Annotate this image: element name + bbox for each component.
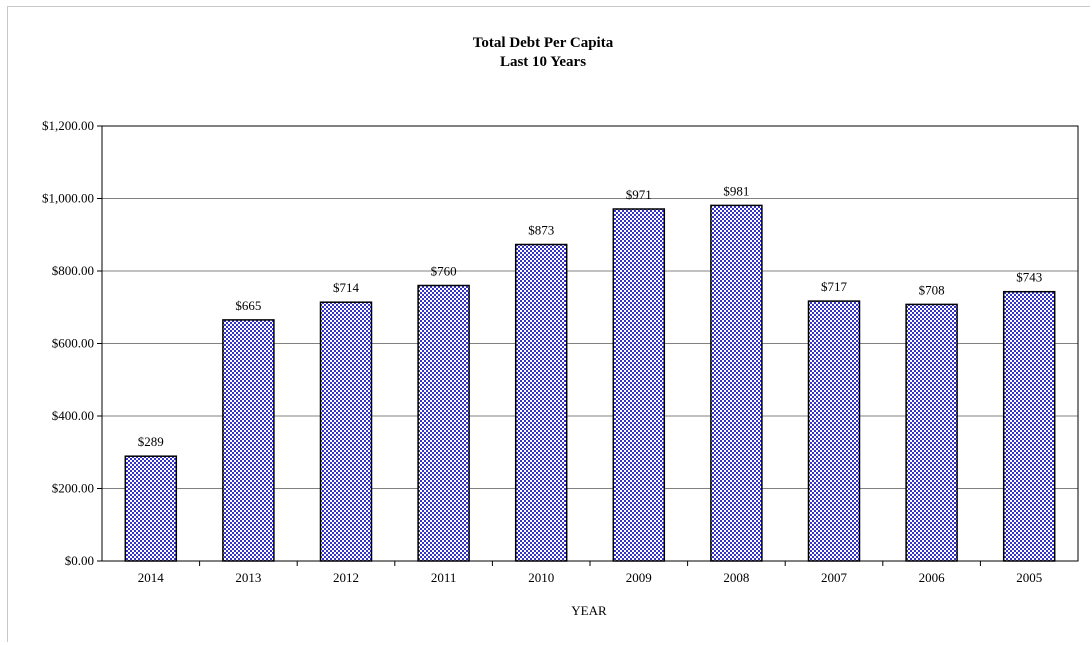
data-label-2008: $981 <box>723 183 749 198</box>
bar-2005 <box>1002 290 1056 562</box>
chart-title: Total Debt Per Capita <box>473 35 614 51</box>
data-labels: $289 $665 $714 $760 $873 $971 $981 $717 $708 $743 <box>138 183 1042 449</box>
y-tick-label: $600.00 <box>52 336 94 351</box>
data-label-2005: $743 <box>1016 270 1042 285</box>
x-tick-label-2014: 2014 <box>138 570 165 585</box>
data-label-2010: $873 <box>528 223 554 238</box>
x-tick-label-2012: 2012 <box>333 570 359 585</box>
bar-2013 <box>222 319 275 562</box>
data-label-2012: $714 <box>333 280 360 295</box>
y-axis-ticks: $0.00 $200.00 $400.00 $600.00 $800.00 $1,000.… <box>42 118 102 568</box>
x-tick-label-2009: 2009 <box>626 570 652 585</box>
x-tick-label-2006: 2006 <box>919 570 946 585</box>
x-tick-label-2011: 2011 <box>431 570 457 585</box>
x-tick-label-2005: 2005 <box>1016 570 1042 585</box>
y-tick-label: $0.00 <box>65 553 94 568</box>
x-tick-label-2007: 2007 <box>821 570 848 585</box>
y-tick-label: $800.00 <box>52 263 94 278</box>
data-label-2009: $971 <box>626 187 652 202</box>
bar-2014 <box>124 455 178 562</box>
bar-2009 <box>612 208 666 562</box>
y-tick-label: $1,000.00 <box>42 191 94 206</box>
data-label-2007: $717 <box>821 279 848 294</box>
x-tick-label-2008: 2008 <box>723 570 749 585</box>
x-tick-label-2013: 2013 <box>235 570 261 585</box>
bar-2006 <box>905 303 958 562</box>
data-label-2006: $708 <box>919 282 945 297</box>
bar-2008 <box>710 204 763 562</box>
y-tick-label: $1,200.00 <box>42 118 94 133</box>
y-tick-label: $200.00 <box>52 481 94 496</box>
bar-2012 <box>319 301 373 562</box>
x-axis-ticks: 2014 2013 2012 2011 2010 2009 2008 2007 2006 2005 <box>138 561 1042 585</box>
data-label-2014: $289 <box>138 434 164 449</box>
bar-2011 <box>417 284 470 562</box>
y-tick-label: $400.00 <box>52 408 94 423</box>
data-label-2013: $665 <box>235 298 261 313</box>
chart-subtitle: Last 10 Years <box>500 54 586 70</box>
bar-2010 <box>514 243 568 562</box>
data-label-2011: $760 <box>431 264 457 279</box>
bar-2007 <box>807 300 861 562</box>
plot-area <box>101 125 1079 562</box>
x-tick-label-2010: 2010 <box>528 570 554 585</box>
bars <box>124 204 1056 562</box>
x-axis-title: YEAR <box>571 603 607 618</box>
